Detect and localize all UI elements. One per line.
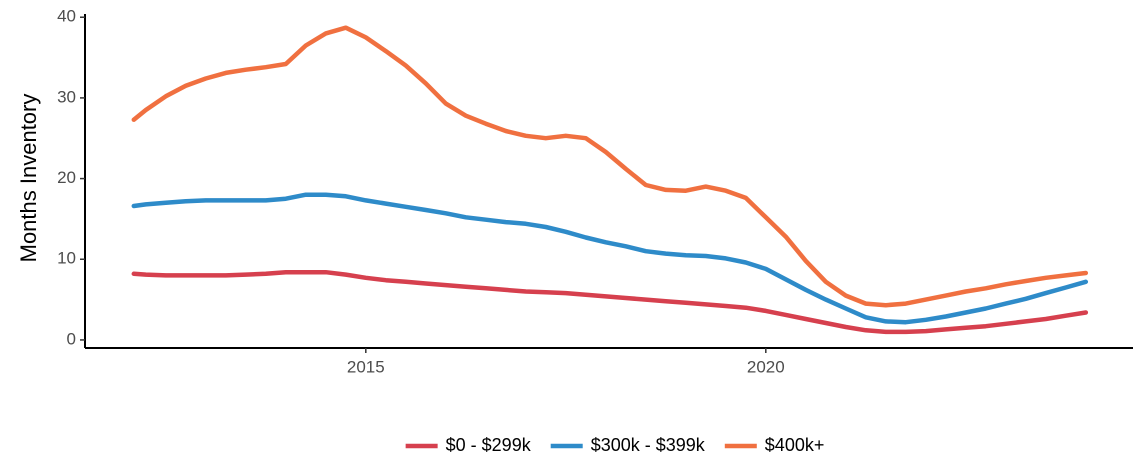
y-tick-label: 0 [67,329,76,348]
legend: $0 - $299k $300k - $399k $400k+ [405,435,825,455]
x-tick-label: 2015 [347,357,385,376]
y-axis-title: Months Inventory [16,94,41,263]
x-tick-label: 2020 [747,357,785,376]
y-tick-label: 30 [57,87,76,106]
y-tick-label: 20 [57,168,76,187]
legend-label: $300k - $399k [591,435,706,455]
line [131,25,1089,308]
legend-label: $400k+ [765,435,825,455]
line [131,192,1089,325]
y-tick-label: 10 [57,249,76,268]
line [131,269,1089,335]
y-tick-label: 40 [57,7,76,26]
legend-label: $0 - $299k [446,435,532,455]
